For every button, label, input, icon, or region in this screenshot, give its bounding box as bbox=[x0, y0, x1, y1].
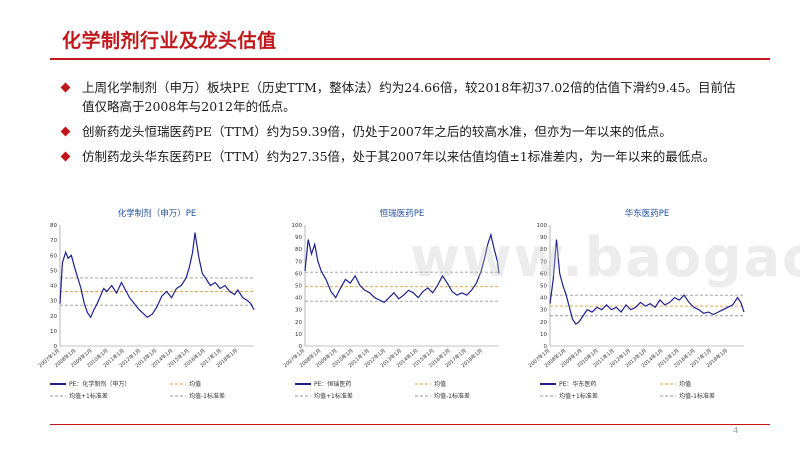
legend-label: 均值-1标准差 bbox=[434, 392, 470, 400]
chart-huadong-pe: 华东医药PE 0 10 20 30 40 50 60 70 80 90 100 2007年1月 2008年… bbox=[527, 203, 750, 408]
y-tick-label: 60 bbox=[540, 271, 547, 277]
slide-title: 化学制剂行业及龙头估值 bbox=[62, 30, 277, 52]
bullet-text: 上周化学制剂（申万）板块PE（历史TTM，整体法）约为24.66倍，较2018年… bbox=[82, 80, 736, 114]
y-tick-label: 40 bbox=[50, 284, 57, 290]
y-tick-label: 30 bbox=[50, 299, 57, 305]
y-tick-label: 40 bbox=[295, 296, 302, 302]
legend-label: 均值+1标准差 bbox=[314, 392, 353, 400]
legend-label: 均值+1标准差 bbox=[69, 392, 108, 400]
y-tick-label: 70 bbox=[540, 259, 547, 265]
chart-svg: 华东医药PE01020304050607080901002007年1月2008年… bbox=[527, 208, 745, 400]
bullet-item: 创新药龙头恒瑞医药PE（TTM）约为59.39倍，仍处于2007年之后的较高水准… bbox=[60, 122, 740, 141]
y-tick-label: 10 bbox=[540, 332, 547, 338]
legend-label: PE：华东医药 bbox=[559, 380, 596, 388]
diamond-bullet-icon bbox=[60, 126, 71, 137]
y-tick-label: 100 bbox=[292, 223, 303, 229]
title-divider bbox=[50, 58, 770, 60]
y-tick-label: 100 bbox=[537, 223, 548, 229]
y-tick-label: 30 bbox=[295, 308, 302, 314]
y-tick-label: 60 bbox=[50, 253, 57, 259]
y-tick-label: 20 bbox=[50, 314, 57, 320]
legend-label: PE：恒瑞医药 bbox=[314, 380, 351, 388]
series-line bbox=[304, 232, 500, 304]
y-tick-label: 20 bbox=[540, 320, 547, 326]
y-tick-label: 80 bbox=[295, 247, 302, 253]
legend-label: PE：化学制剂（申万） bbox=[69, 380, 130, 388]
y-tick-label: 10 bbox=[295, 332, 302, 338]
series-line bbox=[59, 232, 255, 319]
legend-label: 均值 bbox=[434, 380, 446, 388]
chart-title: 化学制剂（申万）PE bbox=[118, 208, 197, 219]
legend-label: 均值 bbox=[679, 380, 691, 388]
y-tick-label: 20 bbox=[295, 320, 302, 326]
chart-svg: 恒瑞医药PE01020304050607080901002007年1月2008年… bbox=[282, 208, 500, 400]
footer-divider bbox=[50, 424, 770, 425]
chart-hengrui-pe: 恒瑞医药PE 0 10 20 30 40 50 60 70 80 90 100 2007年1月 2008年… bbox=[282, 203, 505, 408]
bullet-text: 创新药龙头恒瑞医药PE（TTM）约为59.39倍，仍处于2007年之后的较高水准… bbox=[82, 124, 672, 139]
legend-label: 均值-1标准差 bbox=[679, 392, 715, 400]
bullet-item: 上周化学制剂（申万）板块PE（历史TTM，整体法）约为24.66倍，较2018年… bbox=[60, 78, 740, 116]
y-tick-label: 0 bbox=[54, 344, 58, 350]
bullet-text: 仿制药龙头华东医药PE（TTM）约为27.35倍，处于其2007年以来估值均值±… bbox=[82, 149, 716, 164]
series-line bbox=[549, 239, 745, 326]
y-tick-label: 0 bbox=[544, 344, 548, 350]
y-tick-label: 0 bbox=[299, 344, 303, 350]
page-number: 4 bbox=[733, 426, 739, 435]
diamond-bullet-icon bbox=[60, 151, 71, 162]
y-tick-label: 90 bbox=[295, 235, 302, 241]
chart-title: 华东医药PE bbox=[625, 208, 670, 219]
y-tick-label: 90 bbox=[540, 235, 547, 241]
y-tick-label: 80 bbox=[540, 247, 547, 253]
y-tick-label: 50 bbox=[295, 284, 302, 290]
y-tick-label: 50 bbox=[540, 284, 547, 290]
y-tick-label: 60 bbox=[295, 271, 302, 277]
bullet-list: 上周化学制剂（申万）板块PE（历史TTM，整体法）约为24.66倍，较2018年… bbox=[60, 78, 740, 172]
y-tick-label: 30 bbox=[540, 308, 547, 314]
legend-label: 均值-1标准差 bbox=[189, 392, 225, 400]
bullet-item: 仿制药龙头华东医药PE（TTM）约为27.35倍，处于其2007年以来估值均值±… bbox=[60, 147, 740, 166]
y-tick-label: 50 bbox=[50, 268, 57, 274]
y-tick-label: 10 bbox=[50, 329, 57, 335]
y-tick-label: 40 bbox=[540, 296, 547, 302]
y-tick-label: 70 bbox=[50, 238, 57, 244]
legend-label: 均值+1标准差 bbox=[559, 392, 598, 400]
legend-label: 均值 bbox=[189, 380, 201, 388]
y-tick-label: 80 bbox=[50, 223, 57, 229]
chart-chemical-pe: 化学制剂（申万）PE 0 10 20 30 40 50 60 70 80 2007年1月 2008年1… bbox=[37, 203, 260, 408]
chart-title: 恒瑞医药PE bbox=[380, 208, 425, 219]
chart-svg: 化学制剂（申万）PE010203040506070802007年1月2008年1… bbox=[37, 208, 255, 400]
diamond-bullet-icon bbox=[60, 82, 71, 93]
y-tick-label: 70 bbox=[295, 259, 302, 265]
